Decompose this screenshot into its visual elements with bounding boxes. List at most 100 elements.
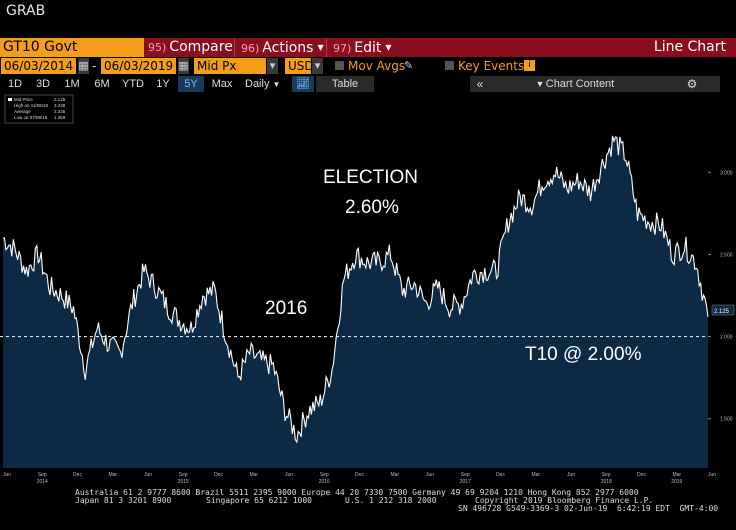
range-button-5y[interactable]: 5Y xyxy=(178,76,204,92)
compare-menu[interactable]: 95) Compare xyxy=(148,38,233,57)
t10-annotation: T10 @ 2.00% xyxy=(525,344,642,365)
x-axis: Jun Sep Dec Mar Jun Sep Dec Mar Jun Sep Dec Mar Jun S… xyxy=(3,472,716,485)
footer-contacts-us: U.S. 1 212 318 2000 xyxy=(345,496,437,505)
footer-contacts-line1: Australia 61 2 9777 8600 Brazil 5511 239… xyxy=(75,488,639,497)
chart-area[interactable]: Mid Price 2.125 High on 11/08/18 3.238 A… xyxy=(0,93,736,485)
x-tick-label: Mar xyxy=(390,472,399,478)
compare-menu-label: Compare xyxy=(169,39,233,55)
chart-content-button[interactable]: Chart Content xyxy=(545,78,615,90)
function-toolbar: GT10 Govt 95) Compare 96) Actions ▼ 97) Edit… xyxy=(0,38,736,57)
x-tick-label: Sep xyxy=(320,472,329,478)
chart-content-bar xyxy=(470,76,720,92)
range-button-max[interactable]: Max xyxy=(211,78,233,90)
x-tick-label: Jun xyxy=(426,472,434,478)
range-button-6m[interactable]: 6M xyxy=(94,78,110,90)
x-tick-label: Jun xyxy=(3,472,11,478)
election-value-annotation: 2.60% xyxy=(345,197,399,218)
legend-average-label: Average xyxy=(14,109,31,114)
y-tick-label: 2.000 xyxy=(720,335,733,341)
y-axis: 3.000 2.500 2.000 1.500 xyxy=(708,170,733,423)
plot-area xyxy=(0,135,709,468)
legend-mid-price-label: Mid Price xyxy=(14,97,33,102)
key-events-checkbox[interactable] xyxy=(445,61,454,70)
y-tick-label: 2.500 xyxy=(720,252,733,258)
range-button-1d[interactable]: 1D xyxy=(7,78,23,90)
last-price-tag xyxy=(711,304,735,316)
footer-contacts-singapore: Singapore 65 6212 1000 xyxy=(206,496,312,505)
x-year-label: 2019 xyxy=(671,479,682,485)
edit-menu-label: Edit xyxy=(354,40,382,56)
frequency-select-label: Daily xyxy=(245,78,270,90)
chart-settings-bar: 06/03/2014 ▦ - 06/03/2019 ▦ Mid Px ▾ USD… xyxy=(0,57,736,75)
window-title: GRAB xyxy=(6,3,46,19)
start-date-input[interactable]: 06/03/2014 xyxy=(1,58,76,74)
gear-icon[interactable]: ⚙ xyxy=(686,77,698,91)
footer-copyright: Copyright 2019 Bloomberg Finance L.P. xyxy=(475,496,654,505)
legend-high-value: 3.238 xyxy=(54,103,66,108)
x-tick-label: Mar xyxy=(108,472,117,478)
x-tick-label: Dec xyxy=(73,472,82,478)
frequency-select[interactable]: Daily ▼ xyxy=(240,76,284,92)
chevron-down-icon[interactable]: ▾ xyxy=(267,58,278,74)
price-field-select[interactable]: Mid Px xyxy=(194,58,266,74)
chevron-down-icon[interactable]: ▾ xyxy=(312,58,323,74)
range-button-1y[interactable]: 1Y xyxy=(156,78,170,90)
x-year-label: 2018 xyxy=(601,479,612,485)
legend-swatch xyxy=(8,98,12,101)
x-tick-label: Mar xyxy=(531,472,540,478)
mov-avgs-label: Mov Avgs xyxy=(348,59,406,73)
footer-contacts-japan: Japan 81 3 3201 8900 xyxy=(75,496,172,505)
series-area xyxy=(3,135,708,468)
x-tick-label: Dec xyxy=(214,472,223,478)
end-date-input[interactable]: 06/03/2019 xyxy=(101,58,176,74)
x-tick-label: Sep xyxy=(179,472,188,478)
calendar-icon[interactable]: ▦ xyxy=(178,58,189,74)
x-year-label: 2014 xyxy=(37,479,48,485)
collapse-icon[interactable]: « xyxy=(476,77,484,91)
range-button-3d[interactable]: 3D xyxy=(35,78,51,90)
footer: Australia 61 2 9777 8600 Brazil 5511 239… xyxy=(0,485,736,530)
x-tick-label: Sep xyxy=(461,472,470,478)
x-tick-label: Jun xyxy=(567,472,575,478)
chart-type-label[interactable]: Line Chart xyxy=(653,39,726,55)
x-tick-label: Jun xyxy=(708,472,716,478)
key-events-label: Key Events xyxy=(458,59,525,73)
x-tick-label: Mar xyxy=(672,472,681,478)
pencil-icon[interactable]: ✎ xyxy=(404,59,414,72)
legend-mid-price-value: 2.125 xyxy=(54,97,66,102)
actions-menu-number: 96) xyxy=(241,42,260,55)
window-titlebar: GRAB xyxy=(0,0,736,38)
actions-menu[interactable]: 96) Actions ▼ xyxy=(234,38,324,57)
legend-low-value: 1.359 xyxy=(54,115,66,120)
footer-session-info: SN 496728 G549-3369-3 02-Jun-19 6:42:19 … xyxy=(458,504,719,513)
calendar-icon[interactable]: ▦ xyxy=(78,58,89,74)
range-button-1m[interactable]: 1M xyxy=(64,78,80,90)
year-2016-annotation: 2016 xyxy=(265,298,307,319)
yield-chart[interactable]: Mid Price 2.125 High on 11/08/18 3.238 A… xyxy=(0,93,736,485)
legend-average-value: 2.335 xyxy=(54,109,66,114)
info-icon[interactable]: i xyxy=(524,60,535,71)
x-tick-label: Dec xyxy=(637,472,646,478)
line-chart-icon[interactable]: 📈︎ xyxy=(292,76,314,92)
compare-menu-number: 95) xyxy=(148,41,167,54)
x-tick-label: Sep xyxy=(38,472,47,478)
mov-avgs-checkbox[interactable] xyxy=(335,61,344,70)
range-button-ytd[interactable]: YTD xyxy=(122,78,144,90)
date-range-dash: - xyxy=(92,59,97,73)
chart-legend: Mid Price 2.125 High on 11/08/18 3.238 A… xyxy=(4,94,74,124)
x-year-label: 2016 xyxy=(319,479,330,485)
chevron-down-icon[interactable]: ▼ xyxy=(535,79,545,89)
chevron-down-icon: ▼ xyxy=(317,43,324,52)
table-button[interactable]: Table xyxy=(331,78,359,90)
currency-select[interactable]: USD xyxy=(285,58,314,74)
x-tick-label: Jun xyxy=(285,472,293,478)
x-tick-label: Mar xyxy=(249,472,258,478)
x-tick-label: Jun xyxy=(144,472,152,478)
security-field[interactable]: GT10 Govt xyxy=(0,38,144,57)
x-tick-label: Dec xyxy=(355,472,364,478)
edit-menu[interactable]: 97) Edit ▼ xyxy=(326,38,392,57)
y-tick-label: 1.500 xyxy=(720,417,733,423)
actions-menu-label: Actions xyxy=(262,40,314,56)
x-tick-label: Dec xyxy=(496,472,505,478)
x-year-label: 2017 xyxy=(460,479,471,485)
